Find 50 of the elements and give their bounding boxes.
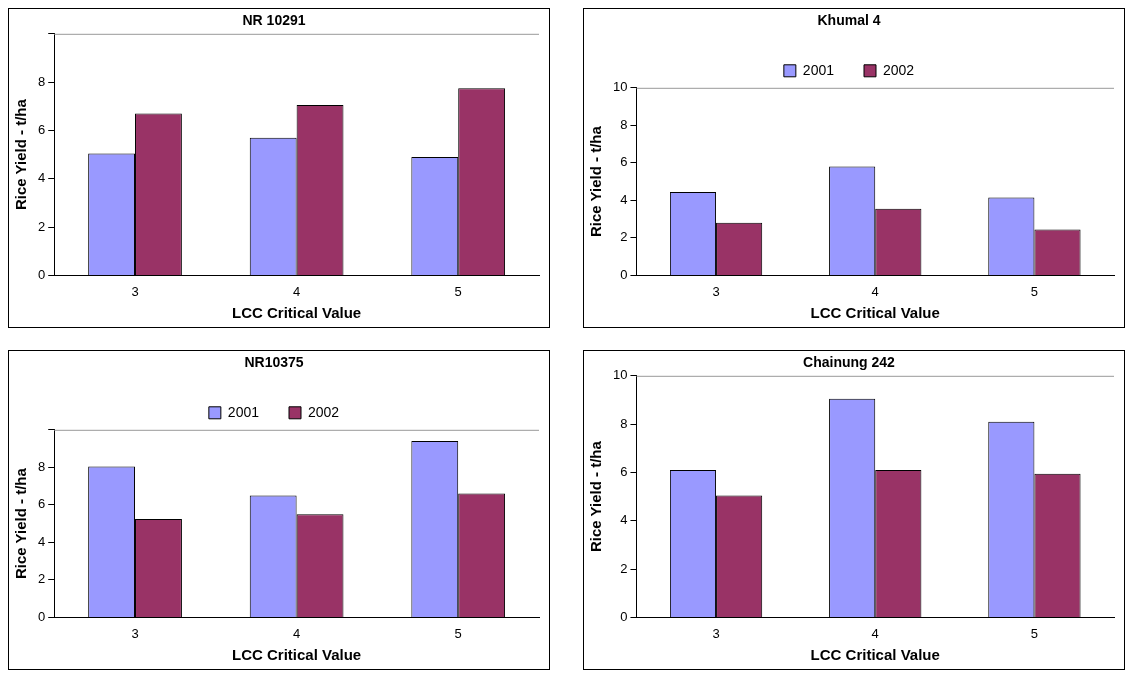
y-tick-label: 0 [620, 266, 628, 282]
y-tick-label: 8 [38, 458, 46, 474]
y-tick-label: 4 [620, 512, 628, 528]
chart-title: Chainung 242 [803, 354, 896, 371]
x-tick-label: 5 [454, 283, 462, 299]
y-tick-label: 8 [620, 116, 628, 132]
legend-label: 2001 [227, 403, 260, 420]
y-tick-label: 6 [620, 154, 628, 170]
y-tick-label: 6 [38, 496, 46, 512]
chart-title: NR 10291 [242, 12, 306, 29]
y-tick-label: 2 [38, 218, 46, 234]
chart-title: Khumal 4 [817, 12, 881, 29]
y-tick-label: 4 [38, 170, 46, 186]
y-axis-title: Rice Yield - t/ha [12, 98, 30, 211]
y-tick-label: 2 [620, 560, 628, 576]
y-tick-label: 0 [38, 608, 46, 624]
y-axis-title: Rice Yield - t/ha [587, 125, 605, 238]
chart-title: NR10375 [244, 354, 304, 371]
y-axis-title: Rice Yield - t/ha [12, 467, 30, 580]
x-tick-label: 4 [293, 625, 301, 641]
y-tick-label: 4 [620, 191, 628, 207]
y-tick-label: 4 [38, 533, 46, 549]
x-axis-title: LCC Critical Value [810, 646, 940, 664]
legend-label: 2002 [308, 403, 340, 420]
x-axis-title: LCC Critical Value [232, 646, 362, 664]
y-tick-label: 2 [38, 571, 46, 587]
y-tick-label: 10 [612, 367, 628, 383]
x-tick-label: 5 [454, 625, 462, 641]
x-tick-label: 3 [712, 283, 720, 299]
x-tick-label: 4 [293, 283, 301, 299]
y-tick-label: 8 [620, 415, 628, 431]
x-tick-label: 4 [871, 283, 879, 299]
x-tick-label: 3 [131, 283, 139, 299]
y-axis-title: Rice Yield - t/ha [587, 440, 605, 553]
x-tick-label: 5 [1030, 625, 1039, 641]
y-tick-label: 8 [38, 73, 46, 89]
legend-label: 2002 [883, 61, 915, 78]
y-tick-label: 0 [620, 608, 628, 624]
x-tick-label: 3 [712, 625, 720, 641]
x-axis-title: LCC Critical Value [810, 304, 940, 322]
x-tick-label: 5 [1030, 283, 1039, 299]
y-tick-label: 2 [620, 229, 628, 245]
y-tick-label: 6 [620, 464, 628, 480]
x-tick-label: 3 [131, 625, 139, 641]
y-tick-label: 10 [612, 79, 628, 95]
x-tick-label: 4 [871, 625, 879, 641]
legend-label: 2001 [802, 61, 835, 78]
y-tick-label: 6 [38, 122, 46, 138]
x-axis-title: LCC Critical Value [232, 304, 362, 322]
y-tick-label: 0 [38, 266, 46, 282]
